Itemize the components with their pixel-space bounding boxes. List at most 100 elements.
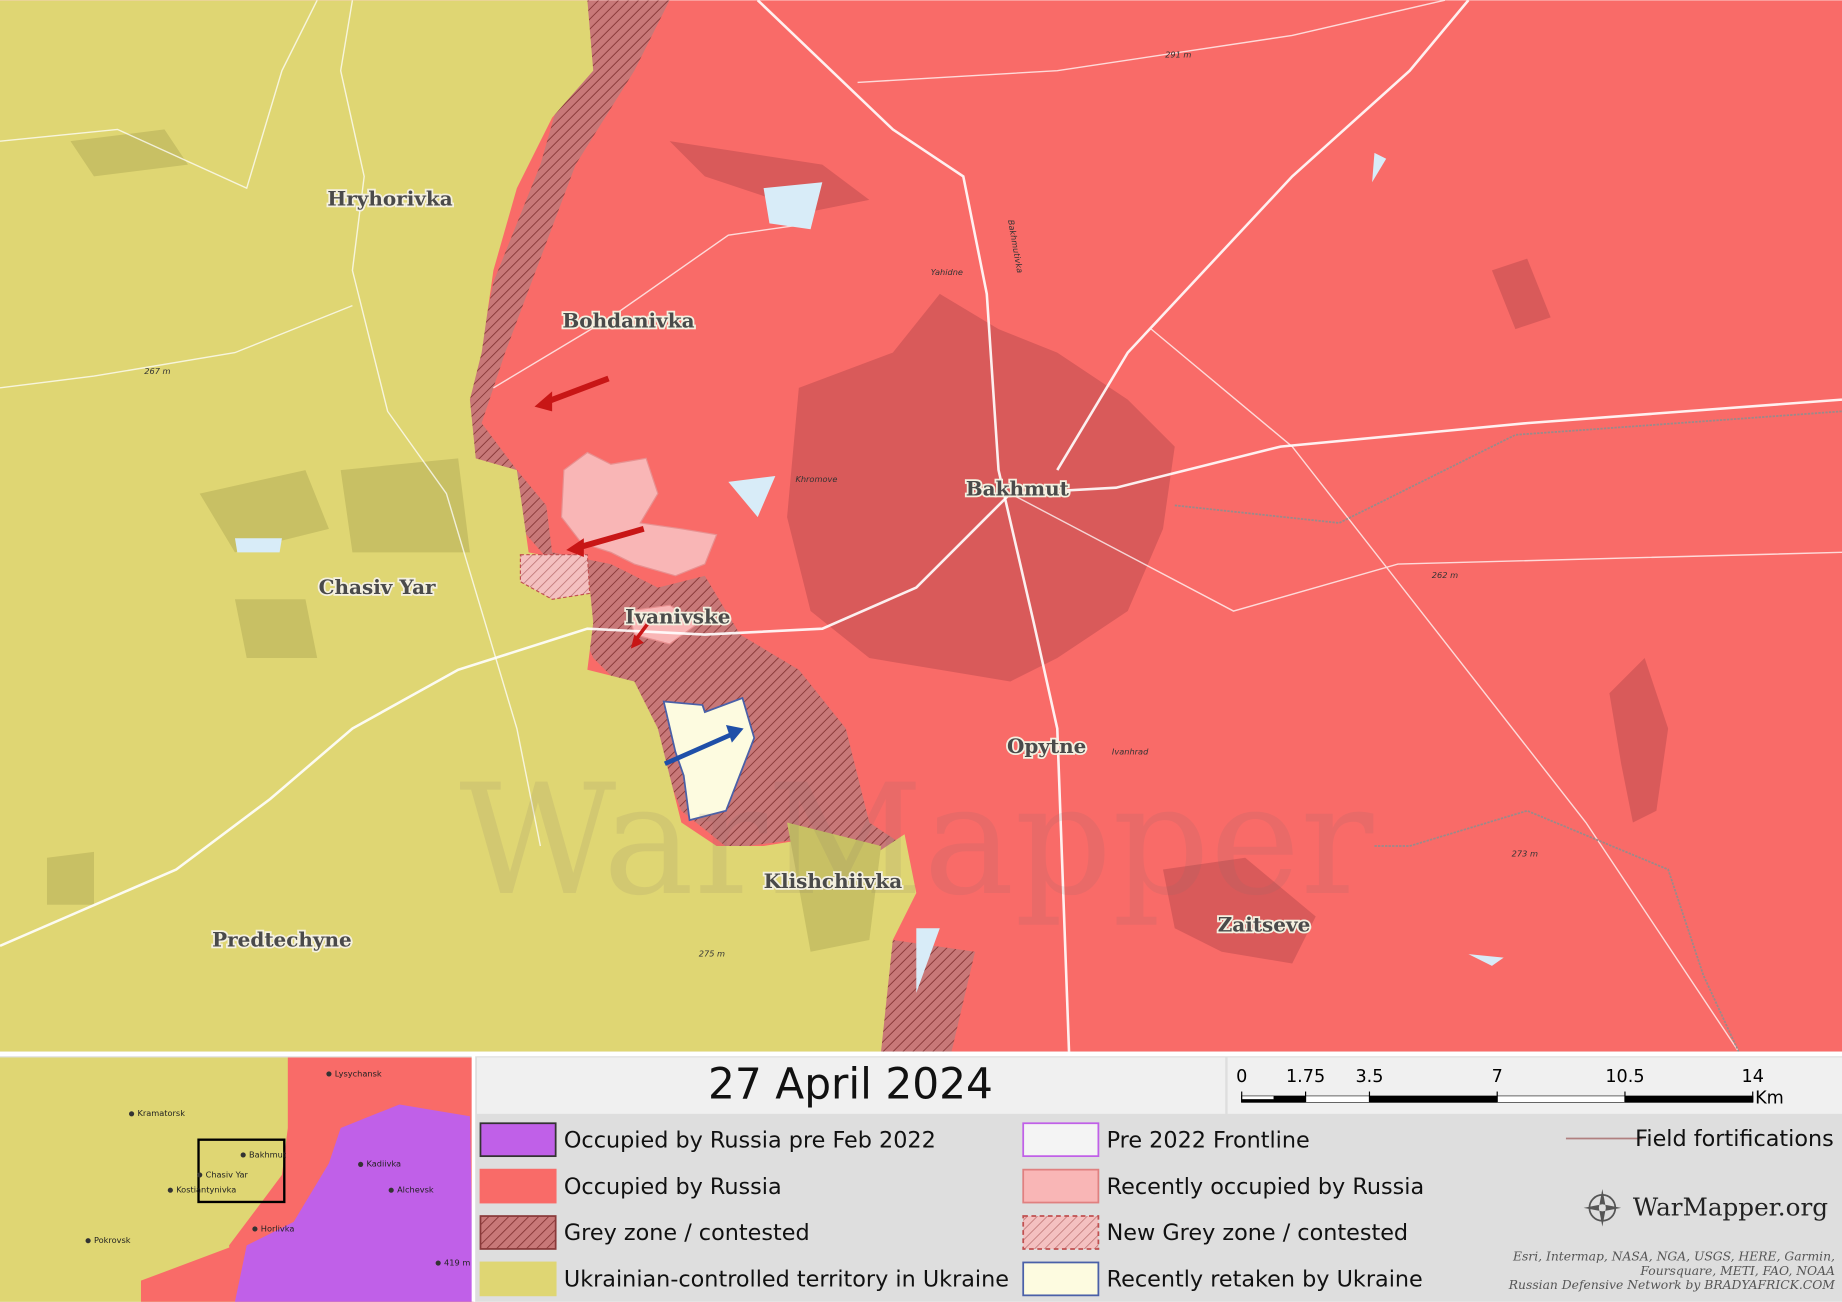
scale-label: 3.5	[1355, 1067, 1383, 1087]
date-box	[476, 1057, 1226, 1114]
scale-subsegment	[1273, 1096, 1306, 1100]
map-note: 267 m	[144, 366, 170, 376]
inset-label: Horlivka	[261, 1223, 295, 1233]
place-label: Predtechyne	[212, 928, 352, 952]
inset-city	[85, 1238, 91, 1244]
inset-city	[388, 1187, 394, 1193]
map-note: 291 m	[1165, 50, 1191, 60]
field-fortifications	[1174, 410, 1842, 1052]
scale-unit: Km	[1755, 1088, 1784, 1108]
map-note: Yahidne	[931, 267, 963, 277]
legend-label: Occupied by Russia pre Feb 2022	[564, 1127, 936, 1153]
attribution-line: Russian Defensive Network by BRADYAFRICK…	[1508, 1278, 1836, 1292]
urban-area	[1609, 658, 1669, 823]
inset-city	[197, 1172, 203, 1178]
inset-label: Chasiv Yar	[206, 1169, 249, 1179]
legend-label: New Grey zone / contested	[1107, 1220, 1409, 1246]
attribution: Esri, Intermap, NASA, NGA, USGS, HERE, G…	[1508, 1250, 1836, 1292]
legend: Occupied by Russia pre Feb 2022 Occupied …	[479, 1122, 1834, 1297]
road	[0, 398, 1842, 948]
new-grey-zone	[519, 554, 591, 600]
place-label: Bakhmut	[966, 477, 1070, 501]
road	[1056, 0, 1470, 471]
scale-segment	[1369, 1096, 1498, 1103]
legend-swatch	[479, 1261, 557, 1297]
place-label: Bohdanivka	[562, 309, 694, 333]
inset-city	[252, 1226, 258, 1232]
inset-city	[326, 1071, 332, 1077]
map-note: Ivanhrad	[1112, 746, 1149, 756]
inset-occupied-pre2022	[234, 1104, 474, 1302]
map-note: 275 m	[699, 948, 725, 958]
legend-label: Ukrainian-controlled territory in Ukrain…	[564, 1267, 1009, 1293]
legend-label: Occupied by Russia	[564, 1174, 782, 1200]
inset-label: Kramatorsk	[137, 1108, 185, 1118]
legend-swatch	[479, 1215, 557, 1250]
scale-segment	[1497, 1096, 1625, 1103]
scale-segment	[1305, 1096, 1370, 1103]
place-label: Opytne	[1007, 734, 1086, 758]
inset-city	[167, 1187, 173, 1193]
scale-label: 10.5	[1605, 1067, 1644, 1087]
scale-label: 7	[1492, 1067, 1503, 1087]
inset-city	[358, 1161, 364, 1167]
attribution-line: Foursquare, METI, FAO, NOAA	[1639, 1264, 1835, 1278]
attribution-line: Esri, Intermap, NASA, NGA, USGS, HERE, G…	[1512, 1250, 1835, 1264]
scale-box	[1227, 1057, 1842, 1114]
inset-label: Alchevsk	[397, 1185, 434, 1195]
urban-area	[1162, 857, 1316, 964]
inset-city	[435, 1260, 441, 1266]
inset-label: Kostiantynivka	[176, 1185, 236, 1195]
arrow	[577, 526, 645, 551]
legend-label: Pre 2022 Frontline	[1107, 1127, 1310, 1153]
map-note: 262 m	[1432, 570, 1458, 580]
grey-zone	[869, 939, 976, 1052]
map-note: Khromove	[795, 474, 837, 484]
scale-label: 1.75	[1286, 1067, 1325, 1087]
place-label: Hryhorivka	[327, 186, 452, 210]
legend-label: Recently occupied by Russia	[1107, 1174, 1425, 1200]
scale-segment	[1624, 1096, 1753, 1103]
place-labels: Hryhorivka Bohdanivka Chasiv Yar Ivanivske B…	[144, 50, 1538, 959]
scale-subsegment	[1241, 1096, 1274, 1100]
scale-label: 0	[1236, 1067, 1247, 1087]
watermark: WarMapper	[459, 752, 1373, 930]
inset-extent	[197, 1138, 286, 1204]
inset-city	[240, 1152, 246, 1158]
legend-label: Field fortifications	[1635, 1126, 1834, 1152]
ukrainian-arrow	[663, 731, 736, 766]
brand: WarMapper.org	[1633, 1193, 1828, 1222]
inset-label: Bakhmut	[249, 1149, 287, 1159]
legend-swatch	[1022, 1215, 1100, 1250]
inset-label: Kadiivka	[367, 1159, 402, 1169]
legend-label: Recently retaken by Ukraine	[1107, 1267, 1423, 1293]
legend-label: Grey zone / contested	[564, 1220, 810, 1246]
inset-occupied	[140, 1245, 235, 1302]
legend-swatch	[1022, 1261, 1100, 1297]
place-label: Ivanivske	[625, 605, 730, 629]
brand-logo	[1583, 1189, 1622, 1227]
road	[493, 0, 1842, 1052]
urban-area	[1491, 258, 1551, 330]
date: 27 April 2024	[708, 1059, 993, 1108]
road	[756, 0, 1071, 1052]
inset-label: 419 m	[444, 1257, 470, 1267]
grey-zone	[469, 0, 905, 864]
place-label: Chasiv Yar	[319, 575, 436, 599]
road	[0, 0, 542, 847]
legend-swatch	[1022, 1122, 1100, 1158]
scale-label: 14	[1742, 1067, 1764, 1087]
urban-area	[46, 129, 882, 952]
legend-swatch	[1022, 1168, 1100, 1204]
main-map: WarMapper Hryhorivka Bohdanivka Chasiv Yar…	[0, 0, 1842, 1052]
arrow	[545, 375, 610, 405]
inset-city	[128, 1111, 135, 1117]
legend-swatch	[479, 1122, 557, 1158]
inset-label: Lysychansk	[335, 1068, 382, 1078]
legend-swatch	[479, 1168, 557, 1204]
